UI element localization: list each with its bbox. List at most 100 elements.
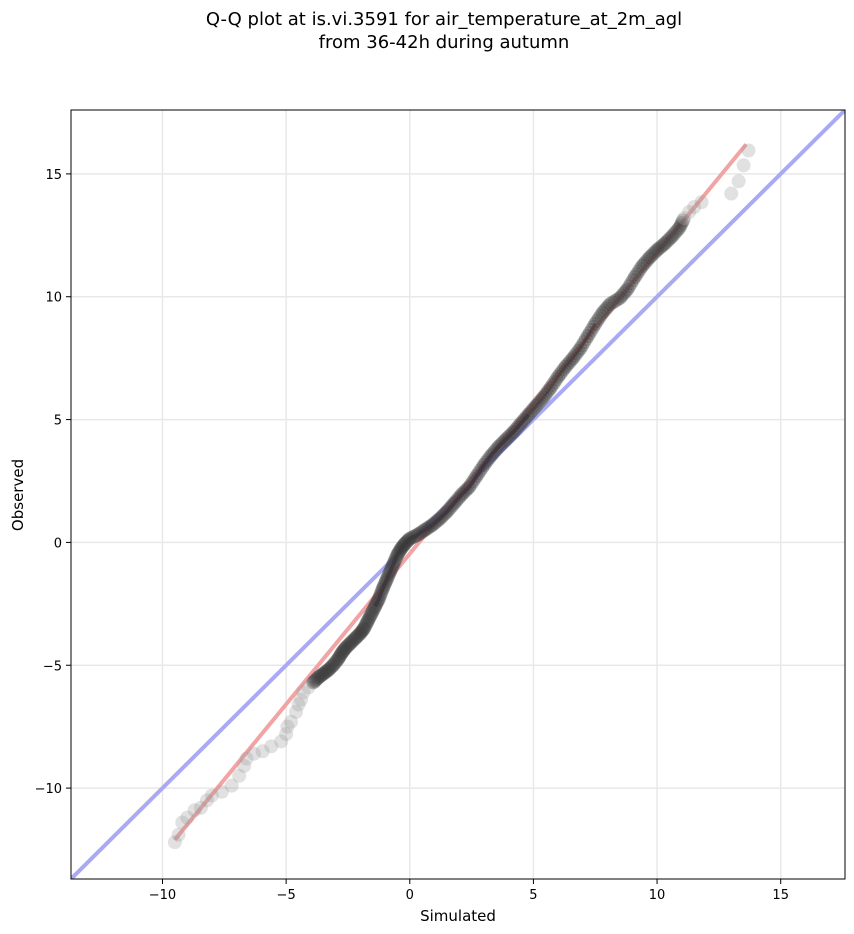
x-tick-label: 10 <box>649 888 666 903</box>
y-tick-label: 0 <box>54 536 62 551</box>
qq-point <box>495 435 510 450</box>
qq-point <box>473 463 488 478</box>
qq-point <box>327 656 342 671</box>
qq-point <box>463 477 478 492</box>
qq-point <box>454 487 469 502</box>
qq-point <box>334 645 349 660</box>
qq-point <box>400 534 415 549</box>
qq-point <box>460 481 475 496</box>
qq-point <box>360 614 375 629</box>
qq-point <box>655 238 670 253</box>
qq-point <box>443 500 458 515</box>
qq-point <box>200 793 215 808</box>
qq-point <box>331 652 346 667</box>
qq-point <box>562 355 577 370</box>
qq-point <box>560 357 575 372</box>
qq-point <box>486 446 501 461</box>
qq-point <box>676 213 691 228</box>
qq-point <box>349 629 364 644</box>
qq-point <box>421 520 436 535</box>
qq-point <box>436 508 451 523</box>
qq-point <box>352 627 367 642</box>
qq-point <box>331 650 346 665</box>
qq-point <box>307 674 322 689</box>
qq-point <box>306 675 321 690</box>
qq-point <box>514 416 529 431</box>
qq-point <box>354 625 369 640</box>
qq-point <box>314 667 329 682</box>
qq-point <box>536 390 551 405</box>
qq-point <box>375 582 390 597</box>
qq-point <box>264 739 279 754</box>
qq-point <box>336 643 351 658</box>
qq-point <box>362 610 377 625</box>
qq-point <box>369 597 384 612</box>
qq-point <box>736 158 751 173</box>
qq-point <box>488 443 503 458</box>
qq-point <box>430 513 445 528</box>
qq-point <box>393 543 408 558</box>
qq-point <box>167 835 182 850</box>
y-tick-label: −10 <box>35 782 62 797</box>
qq-point <box>239 751 254 766</box>
qq-point <box>571 343 586 358</box>
qq-point <box>289 704 304 719</box>
qq-point <box>406 529 421 544</box>
qq-point <box>664 229 679 244</box>
qq-point <box>540 385 555 400</box>
qq-point <box>644 248 659 263</box>
qq-point <box>370 593 385 608</box>
qq-point <box>584 322 599 337</box>
qq-point <box>439 504 454 519</box>
qq-point <box>417 523 432 538</box>
qq-point <box>554 364 569 379</box>
qq-point <box>344 634 359 649</box>
qq-point <box>412 526 427 541</box>
qq-point <box>313 668 328 683</box>
qq-point <box>465 474 480 489</box>
qq-point <box>180 810 195 825</box>
qq-point <box>605 295 620 310</box>
qq-point <box>382 564 397 579</box>
x-tick-label: 0 <box>406 888 414 903</box>
qq-point <box>358 617 373 632</box>
qq-point <box>625 273 640 288</box>
qq-point <box>493 437 508 452</box>
qq-point <box>545 377 560 392</box>
qq-point <box>451 491 465 506</box>
qq-point <box>204 788 219 803</box>
qq-point <box>452 489 467 504</box>
qq-point <box>521 407 536 422</box>
qq-point <box>328 655 343 670</box>
x-tick-label: 15 <box>772 888 789 903</box>
qq-point <box>322 661 337 676</box>
qq-point <box>232 768 247 783</box>
qq-point <box>731 174 746 189</box>
qq-point <box>456 485 471 500</box>
fit-line <box>173 143 748 841</box>
qq-point <box>370 595 385 610</box>
qq-point <box>284 714 299 729</box>
qq-point <box>501 430 516 445</box>
axis-ticks: −10 −5 0 5 10 15 −10 −5 0 5 10 15 <box>35 168 789 903</box>
qq-point <box>293 692 308 707</box>
qq-point <box>317 665 332 680</box>
qq-point <box>372 589 387 604</box>
y-axis-label: Observed <box>9 459 27 531</box>
qq-point <box>329 653 344 668</box>
qq-point <box>441 502 456 517</box>
qq-point <box>666 227 681 242</box>
qq-point <box>438 506 453 521</box>
qq-point <box>408 528 423 543</box>
qq-point <box>319 664 334 679</box>
qq-point <box>377 577 392 592</box>
qq-point <box>480 453 495 468</box>
qq-point <box>379 573 394 588</box>
qq-point <box>395 540 410 555</box>
qq-point <box>476 458 491 473</box>
qq-point <box>371 591 386 606</box>
qq-point <box>629 267 644 282</box>
qq-point <box>517 411 532 426</box>
qq-point <box>506 424 521 439</box>
